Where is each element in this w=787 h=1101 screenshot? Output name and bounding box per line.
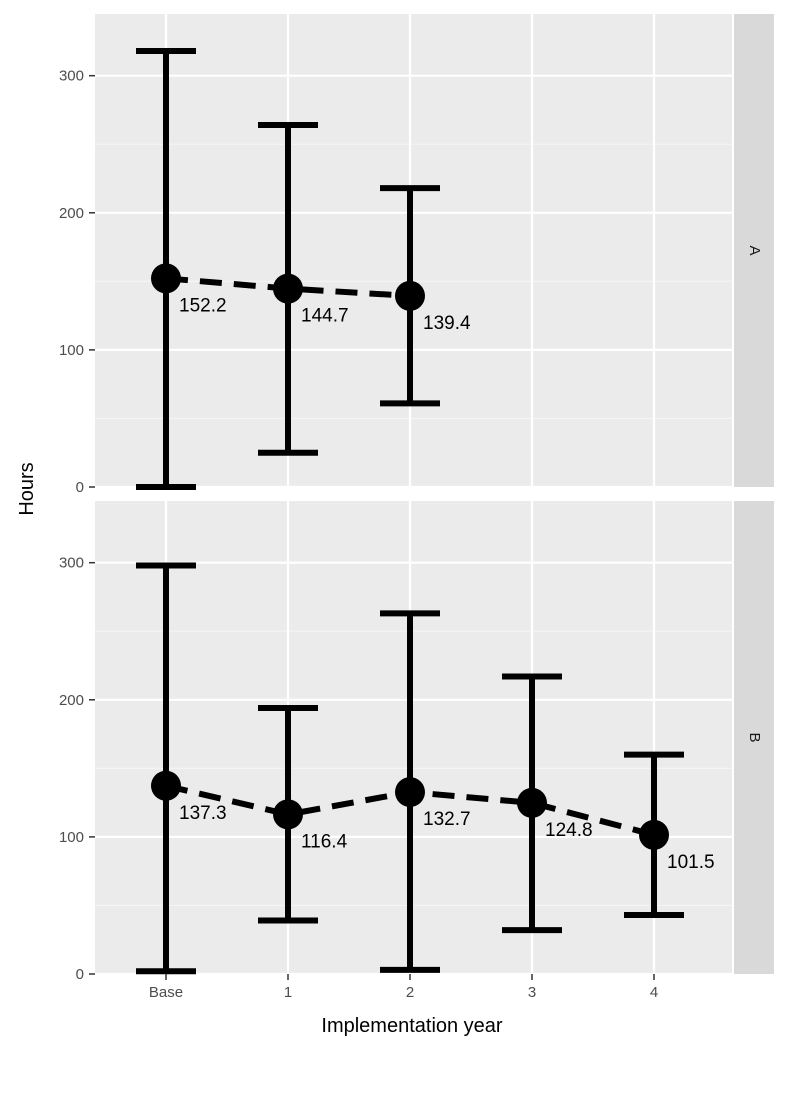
y-tick-label: 200 xyxy=(59,692,84,709)
mean-point xyxy=(151,263,181,294)
y-tick-label: 100 xyxy=(59,342,84,359)
mean-point xyxy=(273,799,303,830)
mean-point xyxy=(395,777,425,808)
y-tick-label: 300 xyxy=(59,68,84,85)
mean-point xyxy=(395,280,425,311)
y-tick-label: 200 xyxy=(59,205,84,222)
data-label: 132.7 xyxy=(423,809,471,830)
facet-strip-label: B xyxy=(746,732,763,742)
y-tick-label: 100 xyxy=(59,829,84,846)
panel-background xyxy=(95,14,732,487)
panel-background xyxy=(95,501,732,974)
facet-panel-a: 0 100 200 300 A 152.2 144.7 139.4 xyxy=(59,14,774,496)
x-tick-label: 4 xyxy=(650,984,658,1001)
data-label: 116.4 xyxy=(301,831,348,852)
facet-strip xyxy=(734,501,774,974)
x-tick-label: Base xyxy=(149,984,183,1001)
x-axis-title: Implementation year xyxy=(321,1015,503,1037)
data-label: 139.4 xyxy=(423,313,471,334)
data-label: 137.3 xyxy=(179,803,227,824)
data-label: 124.8 xyxy=(545,820,593,841)
facet-panel-b: 0 100 200 300 B 137.3 116.4 132.7 124.8 101.5 xyxy=(59,501,774,983)
mean-point xyxy=(517,787,547,818)
facet-strip-label: A xyxy=(746,245,763,255)
x-tick-label: 2 xyxy=(406,984,414,1001)
y-tick-label: 300 xyxy=(59,555,84,572)
y-tick-label: 0 xyxy=(76,966,84,983)
x-tick-label: 1 xyxy=(284,984,292,1001)
data-label: 101.5 xyxy=(667,852,715,873)
mean-point xyxy=(151,770,181,801)
mean-point xyxy=(639,819,669,850)
y-axis-title: Hours xyxy=(16,462,38,515)
y-tick-label: 0 xyxy=(76,479,84,496)
mean-point xyxy=(273,273,303,304)
x-tick-label: 3 xyxy=(528,984,536,1001)
data-label: 144.7 xyxy=(301,306,349,327)
data-label: 152.2 xyxy=(179,295,227,316)
facet-strip xyxy=(734,14,774,487)
